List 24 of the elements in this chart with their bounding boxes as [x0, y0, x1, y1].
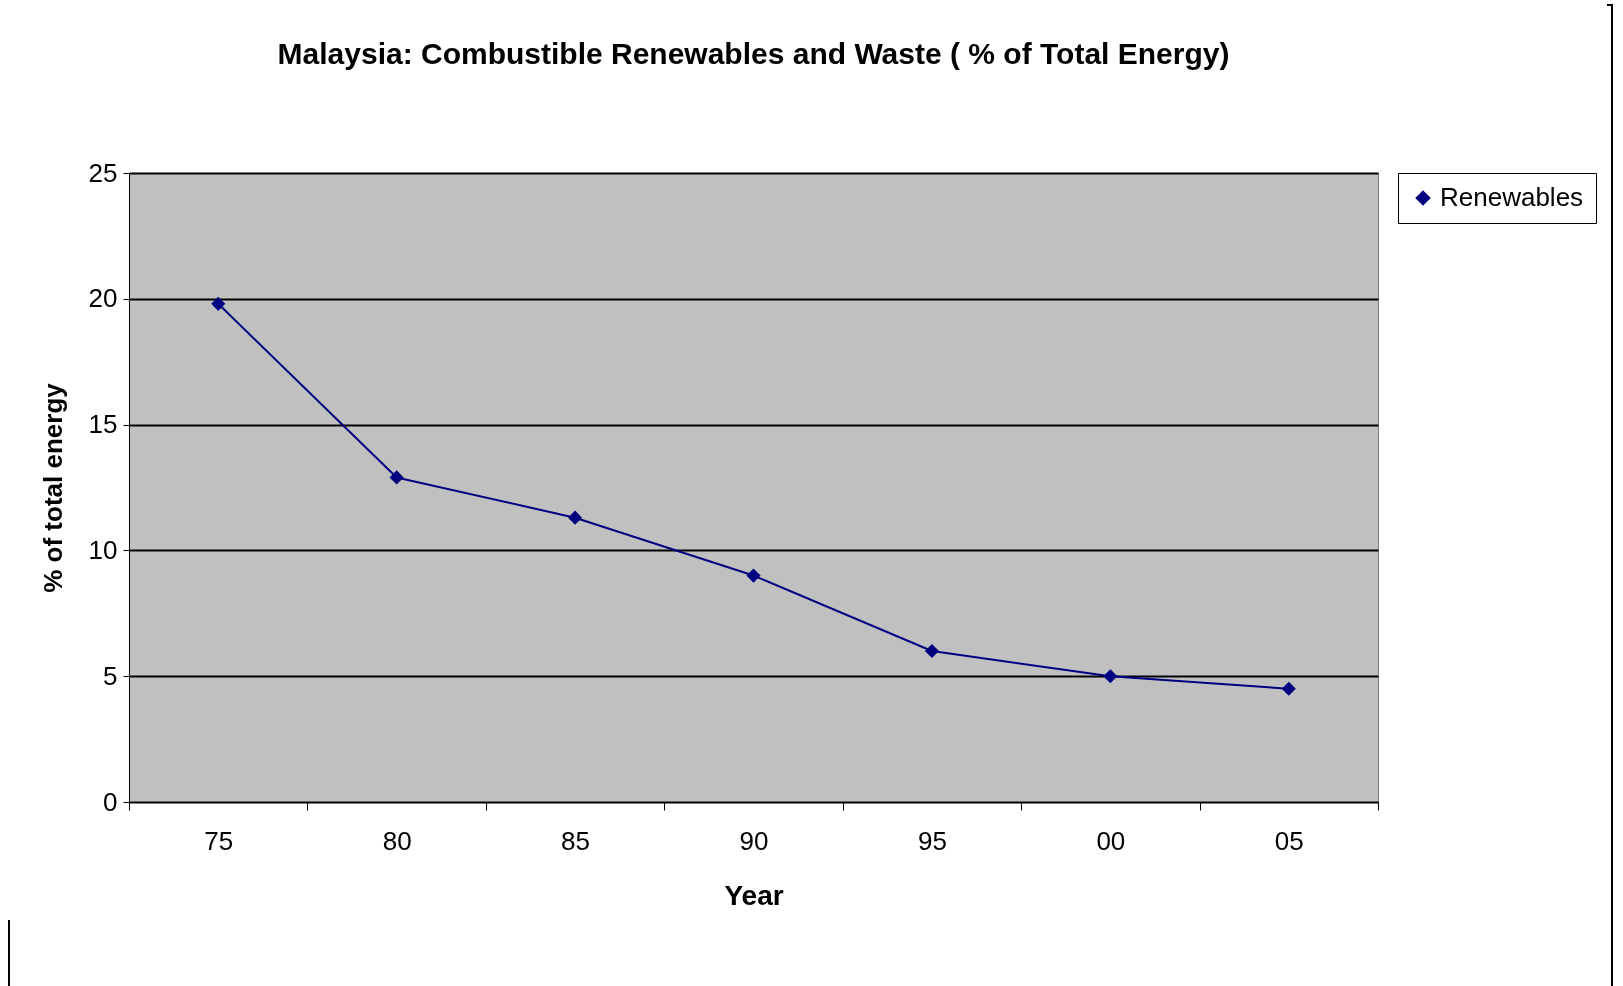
x-tick-label: 75: [204, 825, 234, 856]
point: [568, 510, 583, 525]
x-axis-title: Year: [724, 879, 784, 911]
point: [1103, 669, 1118, 684]
y-tick-label: 25: [88, 157, 118, 188]
y-tick-label: 5: [103, 660, 118, 691]
y-axis-title: % of total energy: [37, 382, 68, 593]
chart-title: Malaysia: Combustible Renewables and Waste ( % of Total Energy): [277, 37, 1230, 70]
x-tick-label: 05: [1274, 825, 1304, 856]
x-tick-label: 00: [1096, 825, 1126, 856]
x-tick-label: 95: [917, 825, 947, 856]
point: [924, 643, 939, 659]
point: [1281, 681, 1296, 696]
x-tick-label: 90: [739, 825, 769, 856]
y-tick-label: 15: [88, 409, 118, 440]
y-tick-label: 10: [88, 534, 118, 565]
y-tick-label: 0: [103, 786, 118, 817]
y-tick-label: 20: [88, 283, 118, 314]
point: [746, 568, 761, 583]
legend-label: Renewables: [1440, 182, 1584, 212]
x-tick-label: 85: [561, 825, 591, 856]
x-tick-label: 80: [382, 825, 412, 856]
point: [211, 296, 226, 311]
point: [389, 470, 404, 485]
